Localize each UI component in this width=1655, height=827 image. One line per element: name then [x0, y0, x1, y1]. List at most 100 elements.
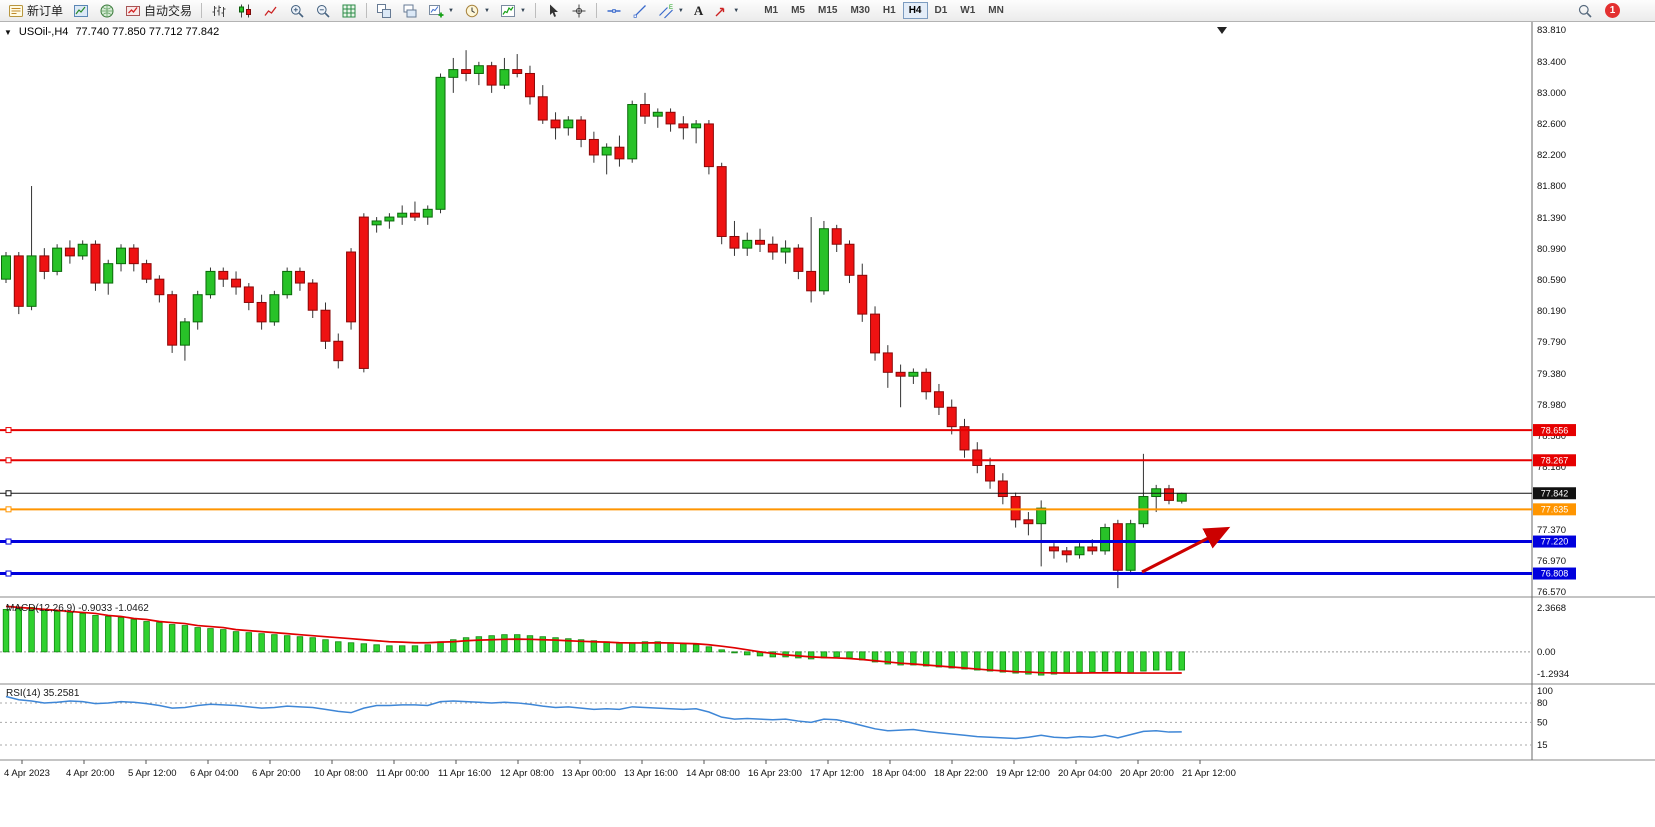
svg-text:82.200: 82.200 [1537, 150, 1566, 161]
new-order-icon [9, 4, 23, 17]
crosshair-button[interactable] [566, 1, 592, 21]
rsi-line [5, 695, 1182, 740]
svg-text:19 Apr 12:00: 19 Apr 12:00 [996, 768, 1050, 779]
periods-button[interactable]: ▼ [459, 1, 495, 21]
hline-handle[interactable] [5, 490, 12, 497]
toolbar-right: 1 [1572, 1, 1652, 21]
toolbar-separator [366, 3, 368, 18]
timeframe-w1[interactable]: W1 [954, 2, 981, 19]
price-tag-77.220: 77.220 [1533, 535, 1576, 548]
hline-handle[interactable] [5, 506, 12, 513]
dropdown-caret-icon: ▼ [677, 7, 684, 14]
search-button[interactable] [1572, 1, 1598, 21]
hline-76.808[interactable] [0, 570, 1532, 577]
hline-78.267[interactable] [0, 457, 1532, 464]
indicators-button[interactable]: ▼ [495, 1, 531, 21]
grid-icon [342, 4, 356, 17]
chart-window-button[interactable] [68, 1, 94, 21]
new-order-button-label: 新订单 [27, 4, 64, 18]
svg-text:76.570: 76.570 [1537, 587, 1566, 598]
svg-text:78.980: 78.980 [1537, 400, 1566, 411]
hline-handle[interactable] [5, 427, 12, 434]
svg-text:77.220: 77.220 [1541, 537, 1569, 547]
timeframe-h1[interactable]: H1 [877, 2, 902, 19]
timeframe-m5[interactable]: M5 [785, 2, 811, 19]
bars-chart-button[interactable] [206, 1, 232, 21]
chart-shift-marker [1217, 27, 1227, 34]
new-order-button[interactable]: 新订单 [3, 1, 68, 21]
arrows-tool-icon [715, 7, 725, 16]
cursor-icon [549, 4, 558, 17]
one-click-trading-arrow-icon[interactable]: ▼ [4, 27, 12, 37]
svg-text:77.842: 77.842 [1541, 488, 1569, 498]
svg-text:0.00: 0.00 [1537, 647, 1556, 658]
svg-text:18 Apr 22:00: 18 Apr 22:00 [934, 768, 988, 779]
svg-text:83.400: 83.400 [1537, 57, 1566, 68]
svg-text:81.390: 81.390 [1537, 213, 1566, 224]
hline-handle[interactable] [5, 457, 12, 464]
timeframe-m15[interactable]: M15 [812, 2, 843, 19]
hline-handle[interactable] [5, 570, 12, 577]
svg-text:83.000: 83.000 [1537, 88, 1566, 99]
svg-text:6 Apr 04:00: 6 Apr 04:00 [190, 768, 239, 779]
hline-77.220[interactable] [0, 538, 1532, 545]
cursor-button[interactable] [540, 1, 566, 21]
timeframe-mn[interactable]: MN [982, 2, 1010, 19]
notification-badge[interactable]: 1 [1605, 3, 1620, 18]
channel-icon: E [658, 5, 673, 18]
svg-text:-1.2934: -1.2934 [1537, 669, 1569, 680]
timeframe-m30[interactable]: M30 [844, 2, 875, 19]
channel-button[interactable]: E ▼ [653, 1, 689, 21]
time-axis[interactable]: 4 Apr 2023 4 Apr 20:00 5 Apr 12:00 6 Apr 04… [4, 760, 1236, 779]
svg-text:80: 80 [1537, 698, 1548, 709]
tile-windows-button[interactable] [371, 1, 397, 21]
svg-text:12 Apr 08:00: 12 Apr 08:00 [500, 768, 554, 779]
trend-arrow-annotation[interactable] [1141, 526, 1231, 574]
hline-78.656[interactable] [0, 427, 1532, 434]
svg-text:15: 15 [1537, 740, 1548, 751]
chart-area[interactable]: 83.810 83.400 83.000 82.600 82.200 81.800 81.3… [0, 22, 1655, 827]
cascade-windows-icon [403, 4, 417, 17]
candlestick-chart-button[interactable] [232, 1, 258, 21]
svg-text:78.267: 78.267 [1541, 455, 1569, 465]
candlestick-chart-icon [239, 4, 252, 17]
zoom-out-button[interactable] [310, 1, 336, 21]
svg-text:78.180: 78.180 [1537, 462, 1566, 473]
svg-text:2.3668: 2.3668 [1537, 603, 1566, 614]
grid-button[interactable] [336, 1, 362, 21]
horizontal-line-button[interactable] [601, 1, 627, 21]
hline-77.842[interactable] [0, 490, 1532, 497]
svg-text:4 Apr 2023: 4 Apr 2023 [4, 768, 50, 779]
timeframe-d1[interactable]: D1 [929, 2, 954, 19]
new-chart-button[interactable]: ▼ [423, 1, 459, 21]
arrows-tool-button[interactable]: ▼ [708, 1, 744, 21]
dropdown-caret-icon: ▼ [483, 7, 490, 14]
svg-text:77.635: 77.635 [1541, 505, 1569, 515]
svg-text:10 Apr 08:00: 10 Apr 08:00 [314, 768, 368, 779]
line-chart-button[interactable] [258, 1, 284, 21]
line-chart-icon [264, 6, 277, 16]
new-chart-icon [429, 4, 444, 17]
hline-handle[interactable] [5, 538, 12, 545]
auto-trading-button[interactable]: 自动交易 [120, 1, 197, 21]
hline-77.635[interactable] [0, 506, 1532, 513]
svg-text:83.810: 83.810 [1537, 25, 1566, 36]
svg-text:13 Apr 00:00: 13 Apr 00:00 [562, 768, 616, 779]
market-watch-button[interactable] [94, 1, 120, 21]
svg-text:76.970: 76.970 [1537, 556, 1566, 567]
svg-text:80.990: 80.990 [1537, 244, 1566, 255]
timeframe-m1[interactable]: M1 [758, 2, 784, 19]
svg-text:77.370: 77.370 [1537, 525, 1566, 536]
candlesticks [1, 50, 1187, 589]
price-axis[interactable]: 83.810 83.400 83.000 82.600 82.200 81.800 81.3… [1537, 25, 1566, 598]
svg-text:6 Apr 20:00: 6 Apr 20:00 [252, 768, 301, 779]
toolbar-items: 新订单 自动交易 ▼ ▼ ▼ E ▼ A ▼ [3, 1, 744, 21]
chart-canvas[interactable]: 83.810 83.400 83.000 82.600 82.200 81.800 81.3… [0, 22, 1655, 827]
text-tool-button[interactable]: A [689, 1, 708, 21]
timeframe-h4[interactable]: H4 [902, 2, 928, 19]
svg-text:21 Apr 12:00: 21 Apr 12:00 [1182, 768, 1236, 779]
trendline-button[interactable] [627, 1, 653, 21]
zoom-in-button[interactable] [284, 1, 310, 21]
cascade-windows-button[interactable] [397, 1, 423, 21]
